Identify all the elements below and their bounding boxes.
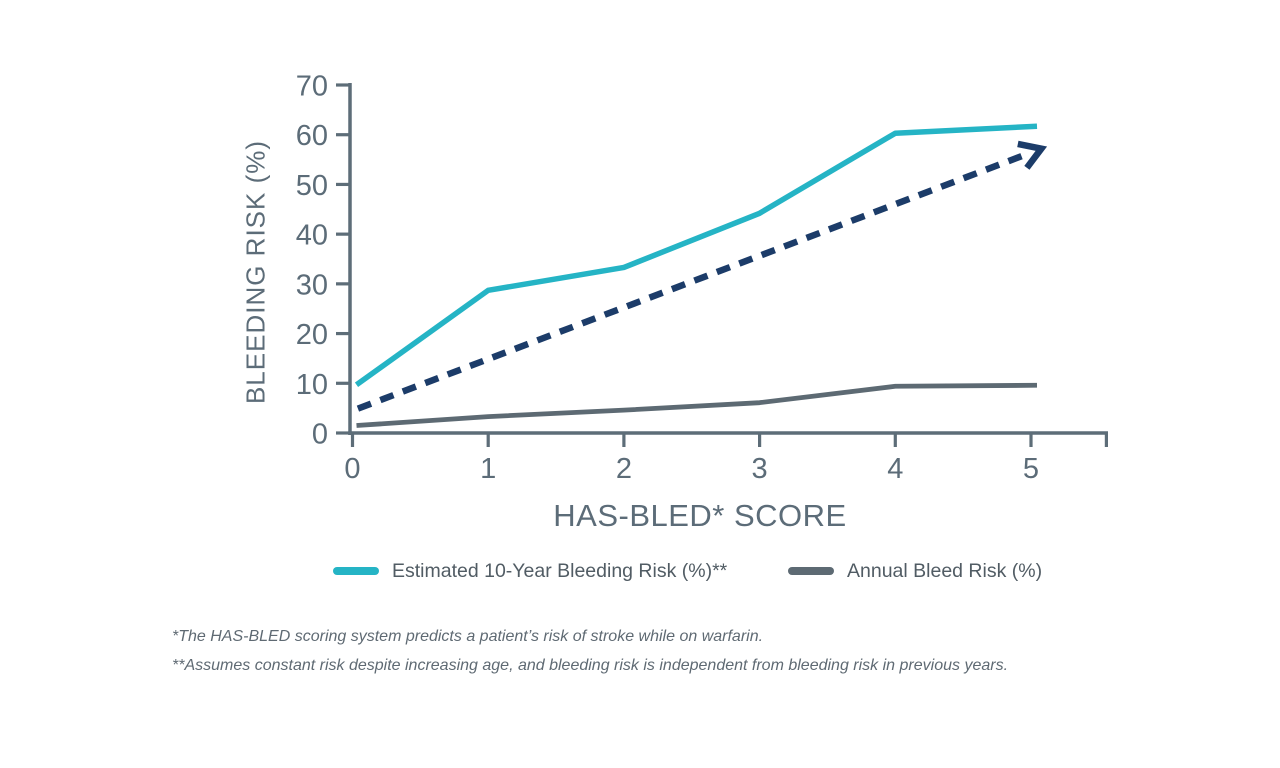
- legend-item-10-year-risk: Estimated 10-Year Bleeding Risk (%)**: [333, 558, 727, 584]
- y-tick-label: 0: [312, 419, 328, 451]
- y-tick-label: 50: [296, 170, 328, 202]
- y-tick-label: 60: [296, 120, 328, 152]
- x-tick-label: 4: [887, 453, 903, 485]
- legend-label-10-year-risk: Estimated 10-Year Bleeding Risk (%)**: [392, 559, 728, 582]
- legend-swatch-gray: [788, 567, 834, 575]
- legend-item-annual-risk: Annual Bleed Risk (%): [788, 558, 1042, 584]
- x-tick-label: 0: [344, 453, 360, 485]
- y-tick-label: 10: [296, 369, 328, 401]
- x-tick-label: 2: [616, 453, 632, 485]
- footnote-has-bled: *The HAS-BLED scoring system predicts a …: [172, 628, 764, 645]
- y-tick-label: 30: [296, 269, 328, 301]
- y-tick-label: 20: [296, 319, 328, 351]
- series-line-annual-risk: [356, 382, 1038, 428]
- legend-label-annual-risk: Annual Bleed Risk (%): [847, 559, 1043, 582]
- x-tick-label: 3: [752, 453, 768, 485]
- y-tick-label: 70: [296, 71, 328, 103]
- footnote-assumptions: **Assumes constant risk despite increasi…: [172, 657, 1009, 674]
- y-axis-title: BLEEDING RISK (%): [240, 139, 271, 405]
- trend-arrow-line: [356, 150, 1030, 412]
- x-tick-label: 1: [480, 453, 496, 485]
- legend-swatch-teal: [333, 567, 379, 575]
- y-tick-label: 40: [296, 220, 328, 252]
- series-line-ten-year-risk: [354, 123, 1038, 388]
- x-tick-label: 5: [1023, 453, 1039, 485]
- x-axis-title: HAS-BLED* SCORE: [553, 498, 847, 533]
- trend-arrow-head: [1017, 140, 1048, 170]
